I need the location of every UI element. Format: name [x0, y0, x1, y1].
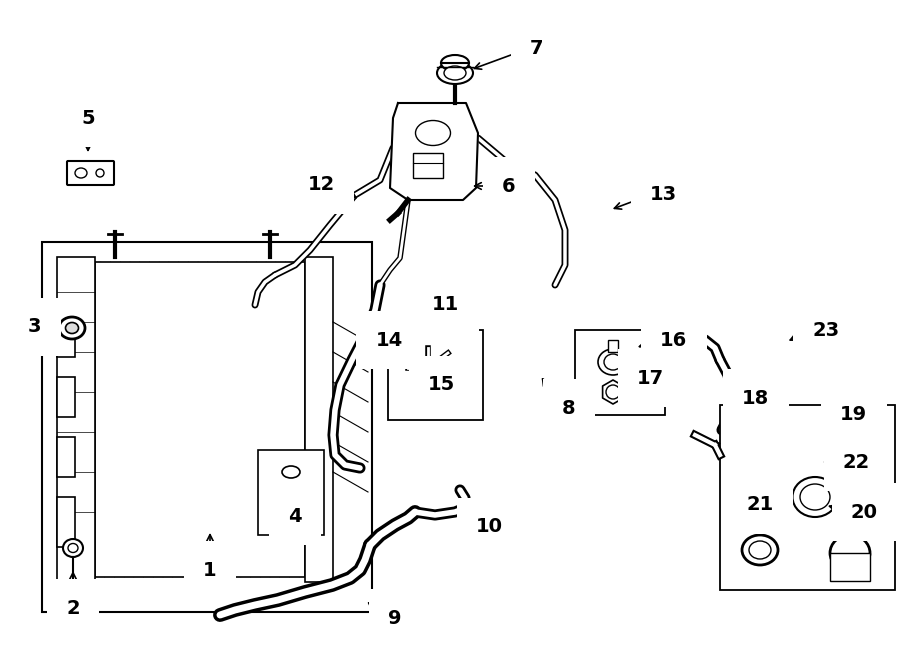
- Text: 10: 10: [476, 518, 503, 536]
- Ellipse shape: [444, 66, 466, 80]
- Text: 14: 14: [376, 330, 403, 350]
- Ellipse shape: [59, 317, 85, 339]
- Ellipse shape: [742, 535, 778, 565]
- Text: 1: 1: [203, 561, 217, 579]
- Text: 13: 13: [650, 185, 677, 205]
- Ellipse shape: [604, 354, 622, 370]
- Ellipse shape: [830, 535, 870, 571]
- Text: 7: 7: [530, 38, 544, 58]
- Bar: [95, 262, 305, 577]
- Bar: [575, 330, 665, 415]
- Text: 15: 15: [428, 375, 455, 395]
- Polygon shape: [390, 103, 478, 200]
- Ellipse shape: [832, 425, 868, 455]
- Bar: [258, 450, 324, 535]
- Ellipse shape: [839, 431, 861, 449]
- Bar: [720, 405, 895, 590]
- Text: 20: 20: [851, 502, 878, 522]
- Bar: [57, 327, 75, 357]
- Text: 11: 11: [432, 295, 459, 314]
- Text: 16: 16: [660, 330, 688, 350]
- Ellipse shape: [63, 539, 83, 557]
- Text: 17: 17: [637, 369, 664, 387]
- Text: 22: 22: [843, 453, 870, 471]
- Text: 8: 8: [562, 399, 576, 418]
- Bar: [57, 497, 75, 547]
- Ellipse shape: [598, 349, 628, 375]
- Ellipse shape: [96, 169, 104, 177]
- Text: 12: 12: [308, 175, 335, 195]
- FancyBboxPatch shape: [67, 161, 114, 185]
- Ellipse shape: [75, 168, 87, 178]
- Ellipse shape: [606, 385, 620, 399]
- Text: 6: 6: [502, 177, 516, 195]
- Text: 18: 18: [742, 389, 769, 408]
- Ellipse shape: [66, 322, 78, 334]
- Bar: [413, 153, 443, 178]
- Ellipse shape: [416, 120, 451, 146]
- Bar: [608, 340, 618, 352]
- Bar: [830, 553, 870, 581]
- Polygon shape: [603, 380, 624, 404]
- Ellipse shape: [437, 62, 473, 84]
- Ellipse shape: [793, 477, 838, 517]
- Ellipse shape: [800, 484, 830, 510]
- Text: 21: 21: [746, 495, 773, 514]
- Bar: [305, 257, 333, 582]
- Text: 3: 3: [28, 318, 41, 336]
- Text: 5: 5: [81, 109, 94, 128]
- Ellipse shape: [441, 55, 469, 71]
- Bar: [57, 437, 75, 477]
- Ellipse shape: [749, 541, 771, 559]
- Ellipse shape: [286, 494, 296, 502]
- Bar: [57, 257, 95, 582]
- Ellipse shape: [416, 396, 430, 408]
- Bar: [42, 242, 372, 612]
- Bar: [57, 377, 75, 417]
- Text: 23: 23: [812, 320, 839, 340]
- Text: 2: 2: [67, 598, 80, 618]
- Text: 9: 9: [388, 608, 401, 628]
- Text: 19: 19: [840, 406, 867, 424]
- Ellipse shape: [282, 466, 300, 478]
- Bar: [388, 330, 483, 420]
- Ellipse shape: [68, 544, 78, 553]
- Text: 4: 4: [288, 506, 302, 526]
